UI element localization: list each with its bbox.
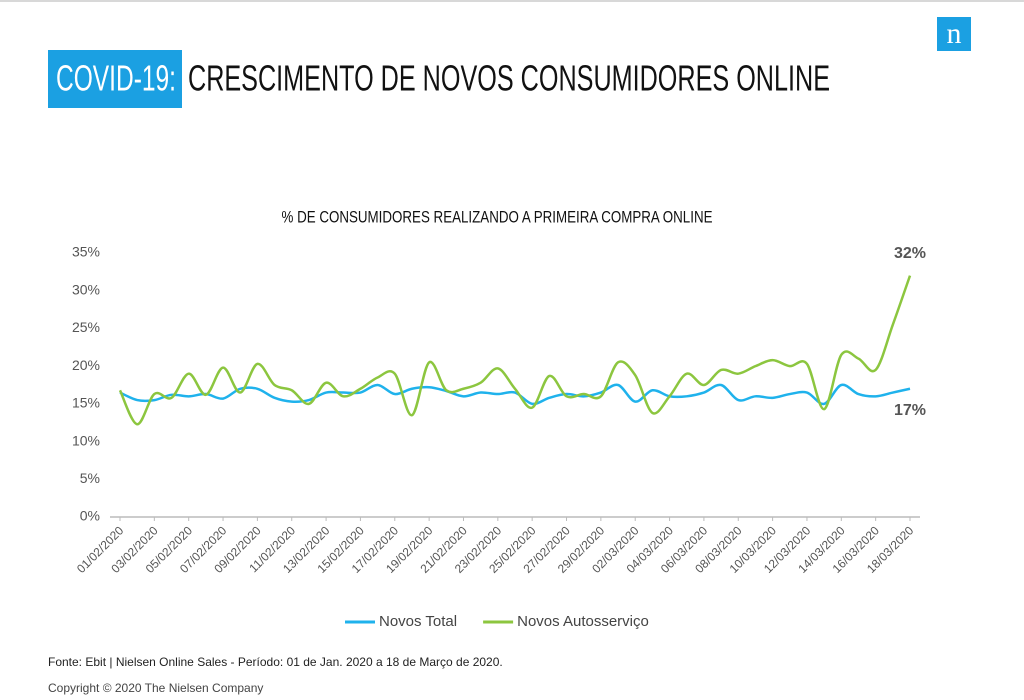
y-tick-label: 5% (80, 470, 100, 486)
logo-box (937, 17, 971, 51)
y-tick-label: 10% (72, 432, 100, 448)
data-label: 17% (894, 402, 926, 419)
y-tick-label: 25% (72, 319, 100, 335)
title-highlight-box (48, 50, 182, 108)
data-label: 32% (894, 245, 926, 262)
title-highlight: COVID-19: (56, 58, 176, 99)
copyright: Copyright © 2020 The Nielsen Company (48, 681, 263, 695)
y-tick-label: 30% (72, 281, 100, 297)
source-note: Fonte: Ebit | Nielsen Online Sales - Per… (48, 655, 503, 669)
y-tick-label: 35% (72, 244, 100, 260)
logo: n (947, 17, 962, 50)
series-line (118, 275, 912, 426)
legend-label: Novos Autosserviço (517, 613, 649, 630)
y-tick-label: 0% (80, 508, 100, 524)
y-tick-label: 20% (72, 357, 100, 373)
chart-title: % DE CONSUMIDORES REALIZANDO A PRIMEIRA … (282, 207, 713, 226)
slide-title: CRESCIMENTO DE NOVOS CONSUMIDORES ONLINE (188, 58, 830, 99)
legend-label: Novos Total (379, 613, 457, 630)
series-line (119, 383, 911, 406)
y-tick-label: 15% (72, 395, 100, 411)
